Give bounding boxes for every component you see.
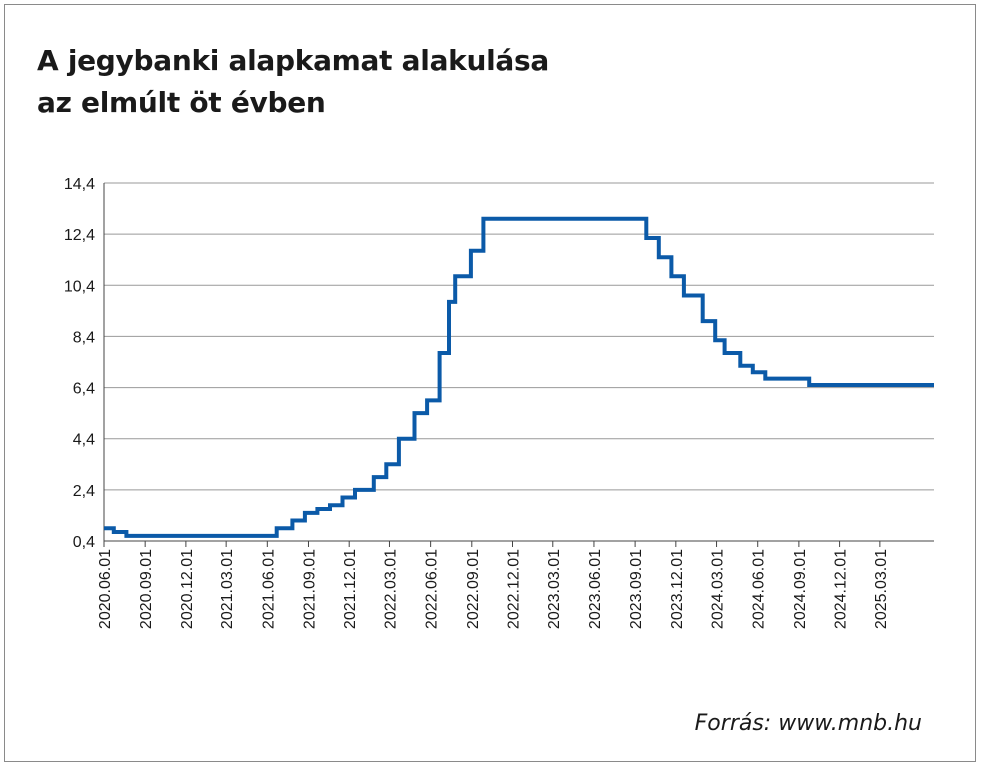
chart-frame [4,4,976,762]
x-tick-label: 2021.06.01 [260,549,277,629]
x-tick-label: 2023.03.01 [546,549,563,629]
x-tick-label: 2022.12.01 [506,549,523,629]
x-tick-label: 2022.03.01 [382,549,399,629]
axes [103,183,934,547]
x-tick-label: 2022.06.01 [424,549,441,629]
chart-title-line-1: A jegybanki alapkamat alakulása [37,44,549,77]
y-tick-label: 8,4 [73,329,95,346]
x-tick-label: 2025.03.01 [873,549,890,629]
y-tick-label: 12,4 [64,227,95,244]
x-tick-label: 2023.12.01 [669,549,686,629]
x-tick-label: 2024.09.01 [792,549,809,629]
y-tick-label: 4,4 [73,432,95,449]
source-note: Forrás: www.mnb.hu [694,711,922,736]
gridlines [104,182,934,491]
x-tick-label: 2020.12.01 [179,549,196,629]
y-tick-label: 14,4 [64,176,95,193]
x-tick-label: 2024.12.01 [833,549,850,629]
y-tick-label: 10,4 [64,278,95,295]
x-tick-label: 2022.09.01 [465,549,482,629]
x-tick-label: 2020.06.01 [97,549,114,629]
series-line [104,216,934,538]
x-tick-labels: 2020.06.01 2020.09.01 2020.12.01 2021.03.01… [97,549,890,629]
x-tick-label: 2024.03.01 [710,549,727,629]
x-tick-label: 2020.09.01 [138,549,155,629]
chart-title: A jegybanki alapkamat alakulása az elmúl… [37,40,737,124]
chart-title-line-2: az elmúlt öt évben [37,86,326,119]
x-tick-label: 2021.12.01 [342,549,359,629]
x-tick-label: 2023.06.01 [587,549,604,629]
x-tick-label: 2024.06.01 [751,549,768,629]
y-tick-label: 6,4 [73,381,95,398]
series-layer [104,216,934,538]
x-tick-label: 2021.03.01 [219,549,236,629]
y-tick-label: 0,4 [73,534,95,551]
y-tick-label: 2,4 [73,483,95,500]
x-tick-label: 2021.09.01 [301,549,318,629]
y-tick-labels: 0,4 2,4 4,4 6,4 8,4 10,4 12,4 14,4 [64,176,95,551]
x-tick-label: 2023.09.01 [628,549,645,629]
